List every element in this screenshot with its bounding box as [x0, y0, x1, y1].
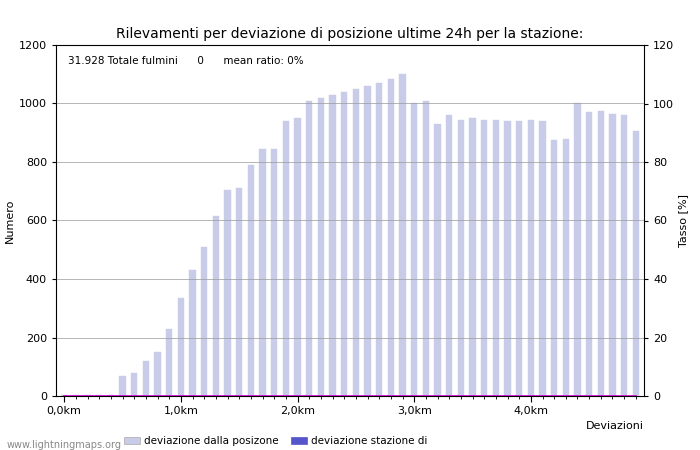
Bar	[563, 139, 569, 396]
Bar	[224, 190, 231, 396]
Bar	[306, 100, 312, 396]
Bar	[236, 188, 242, 396]
Bar	[259, 149, 266, 396]
Bar	[528, 120, 534, 396]
Bar	[516, 121, 522, 396]
Bar	[283, 121, 289, 396]
Bar	[551, 140, 557, 396]
Bar	[411, 104, 417, 396]
Bar	[201, 247, 207, 396]
Bar	[189, 270, 196, 396]
Bar	[574, 104, 581, 396]
Bar	[376, 83, 382, 396]
Text: www.lightningmaps.org: www.lightningmaps.org	[7, 440, 122, 450]
Bar	[446, 115, 452, 396]
Bar	[633, 131, 639, 396]
Y-axis label: Tasso [%]: Tasso [%]	[678, 194, 688, 247]
Bar	[131, 373, 137, 396]
Bar	[341, 92, 347, 396]
Bar	[119, 375, 126, 396]
Bar	[586, 112, 592, 396]
Title: Rilevamenti per deviazione di posizione ultime 24h per la stazione:: Rilevamenti per deviazione di posizione …	[116, 27, 584, 41]
Bar	[493, 120, 499, 396]
Bar	[166, 328, 172, 396]
Bar	[609, 114, 616, 396]
Bar	[399, 74, 406, 396]
Bar	[178, 298, 184, 396]
Bar	[294, 118, 301, 396]
Y-axis label: Numero: Numero	[5, 198, 15, 243]
Bar	[364, 86, 371, 396]
Bar	[539, 121, 546, 396]
Bar	[143, 361, 149, 396]
Bar	[621, 115, 627, 396]
Bar	[481, 120, 487, 396]
Bar	[458, 120, 464, 396]
Bar	[388, 79, 394, 396]
Bar	[434, 124, 441, 396]
Bar	[469, 118, 476, 396]
Bar	[248, 165, 254, 396]
Bar	[61, 395, 67, 396]
Bar	[504, 121, 511, 396]
Bar	[271, 149, 277, 396]
Text: 31.928 Totale fulmini      0      mean ratio: 0%: 31.928 Totale fulmini 0 mean ratio: 0%	[68, 55, 303, 66]
Text: Deviazioni: Deviazioni	[586, 421, 644, 431]
Bar	[213, 216, 219, 396]
Bar	[329, 94, 336, 396]
Bar	[318, 98, 324, 396]
Bar	[353, 89, 359, 396]
Bar	[154, 352, 161, 396]
Bar	[423, 100, 429, 396]
Bar	[598, 111, 604, 396]
